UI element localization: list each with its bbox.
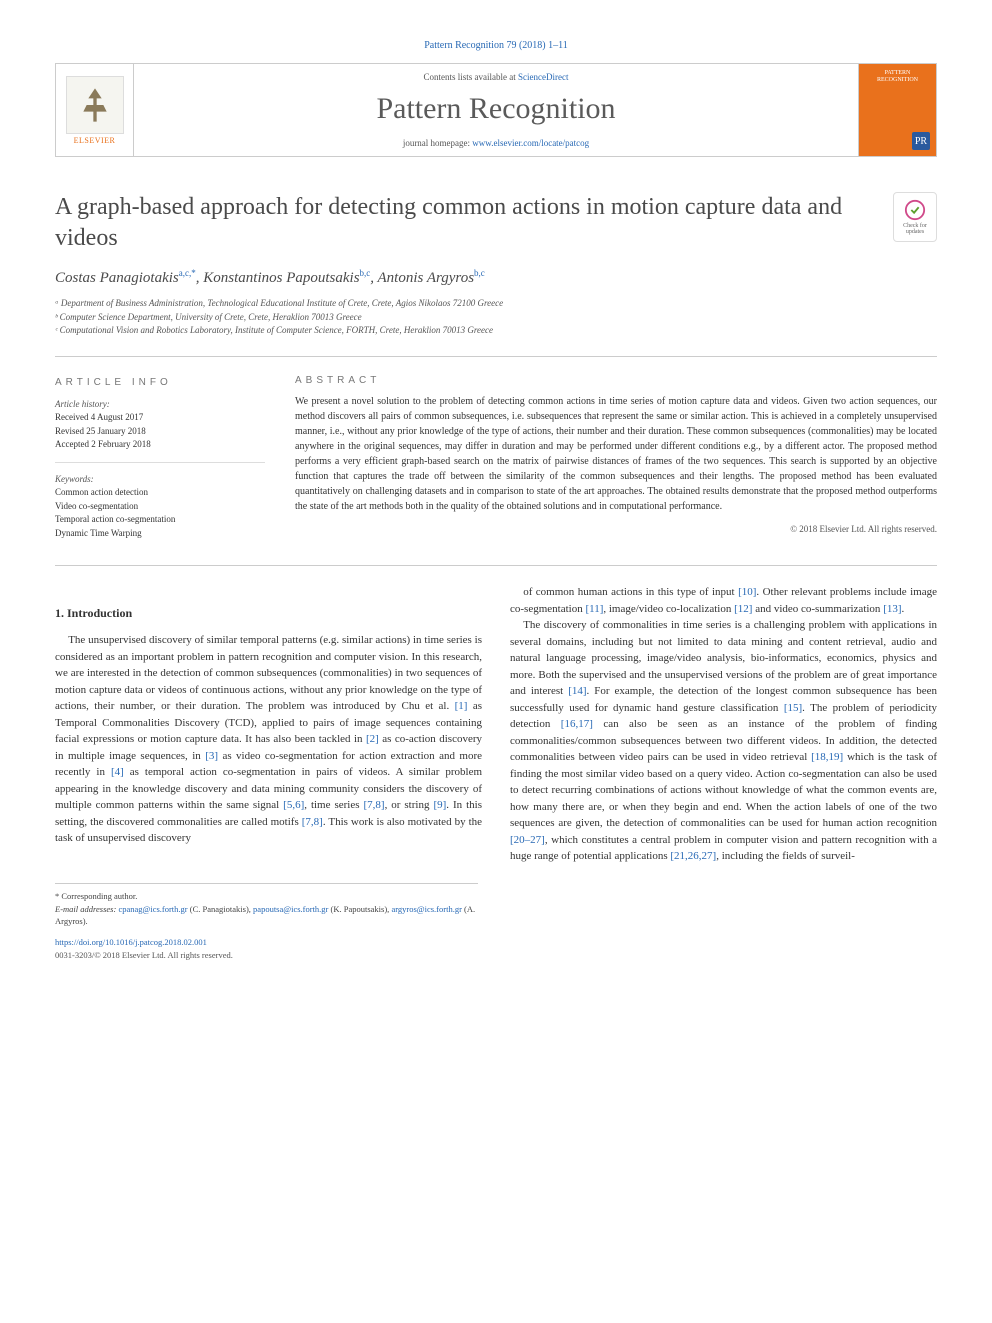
article-info-heading: ARTICLE INFO bbox=[55, 375, 265, 390]
section-heading: 1. Introduction bbox=[55, 604, 482, 622]
keywords-block: Keywords: Common action detection Video … bbox=[55, 473, 265, 541]
homepage-line: journal homepage: www.elsevier.com/locat… bbox=[144, 138, 848, 148]
body-paragraph: The unsupervised discovery of similar te… bbox=[55, 632, 482, 847]
author-email-link[interactable]: papoutsa@ics.forth.gr bbox=[253, 904, 328, 914]
sciencedirect-link[interactable]: ScienceDirect bbox=[518, 72, 568, 82]
cover-label: PATTERN RECOGNITION bbox=[865, 70, 930, 84]
check-updates-icon bbox=[904, 199, 926, 221]
author-email-link[interactable]: cpanag@ics.forth.gr bbox=[118, 904, 187, 914]
divider bbox=[55, 565, 937, 566]
check-updates-label: Check for updates bbox=[894, 223, 936, 235]
history-item: Accepted 2 February 2018 bbox=[55, 438, 265, 452]
authors: Costas Panagiotakisa,c,*, Konstantinos P… bbox=[55, 268, 937, 287]
author-email-link[interactable]: argyros@ics.forth.gr bbox=[391, 904, 461, 914]
abstract-panel: ABSTRACT We present a novel solution to … bbox=[295, 375, 937, 541]
cover-badge-icon: PR bbox=[912, 132, 930, 150]
divider bbox=[55, 356, 937, 357]
history-item: Received 4 August 2017 bbox=[55, 411, 265, 425]
keyword: Temporal action co-segmentation bbox=[55, 513, 265, 527]
body-paragraph: The discovery of commonalities in time s… bbox=[510, 617, 937, 865]
contents-prefix: Contents lists available at bbox=[424, 72, 518, 82]
email-line: E-mail addresses: cpanag@ics.forth.gr (C… bbox=[55, 903, 478, 929]
article-body: 1. Introduction The unsupervised discove… bbox=[55, 584, 937, 865]
journal-reference: Pattern Recognition 79 (2018) 1–11 bbox=[55, 40, 937, 51]
doi-block: https://doi.org/10.1016/j.patcog.2018.02… bbox=[55, 936, 937, 962]
article-info-panel: ARTICLE INFO Article history: Received 4… bbox=[55, 375, 265, 541]
keyword: Video co-segmentation bbox=[55, 500, 265, 514]
keyword: Dynamic Time Warping bbox=[55, 527, 265, 541]
keywords-label: Keywords: bbox=[55, 473, 265, 487]
article-title: A graph-based approach for detecting com… bbox=[55, 192, 873, 254]
journal-cover-thumb: PATTERN RECOGNITION PR bbox=[858, 64, 936, 156]
history-item: Revised 25 January 2018 bbox=[55, 425, 265, 439]
journal-title: Pattern Recognition bbox=[144, 92, 848, 126]
email-who: (C. Panagiotakis), bbox=[190, 904, 251, 914]
abstract-heading: ABSTRACT bbox=[295, 375, 937, 386]
elsevier-tree-icon bbox=[66, 76, 124, 134]
corresponding-author-note: * Corresponding author. bbox=[55, 890, 478, 903]
affiliation: ᵃ Department of Business Administration,… bbox=[55, 297, 937, 311]
check-updates-badge[interactable]: Check for updates bbox=[893, 192, 937, 242]
abstract-copyright: © 2018 Elsevier Ltd. All rights reserved… bbox=[295, 524, 937, 534]
body-paragraph: of common human actions in this type of … bbox=[510, 584, 937, 617]
publisher-logo: ELSEVIER bbox=[56, 64, 134, 156]
affiliation: ᶜ Computational Vision and Robotics Labo… bbox=[55, 324, 937, 338]
issn-copyright: 0031-3203/© 2018 Elsevier Ltd. All right… bbox=[55, 950, 233, 960]
article-history-block: Article history: Received 4 August 2017 … bbox=[55, 398, 265, 463]
keyword: Common action detection bbox=[55, 486, 265, 500]
homepage-prefix: journal homepage: bbox=[403, 138, 472, 148]
publisher-name: ELSEVIER bbox=[74, 136, 116, 145]
affiliations: ᵃ Department of Business Administration,… bbox=[55, 297, 937, 338]
history-label: Article history: bbox=[55, 398, 265, 412]
email-who: (K. Papoutsakis), bbox=[331, 904, 390, 914]
footnotes: * Corresponding author. E-mail addresses… bbox=[55, 883, 478, 928]
journal-header: ELSEVIER Contents lists available at Sci… bbox=[55, 63, 937, 157]
contents-list-line: Contents lists available at ScienceDirec… bbox=[144, 72, 848, 82]
doi-link[interactable]: https://doi.org/10.1016/j.patcog.2018.02… bbox=[55, 937, 207, 947]
header-center: Contents lists available at ScienceDirec… bbox=[134, 64, 858, 156]
abstract-text: We present a novel solution to the probl… bbox=[295, 394, 937, 514]
homepage-link[interactable]: www.elsevier.com/locate/patcog bbox=[472, 138, 589, 148]
email-label: E-mail addresses: bbox=[55, 904, 116, 914]
affiliation: ᵇ Computer Science Department, Universit… bbox=[55, 311, 937, 325]
